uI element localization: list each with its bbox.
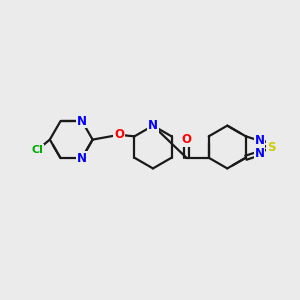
Text: O: O [182,134,191,146]
Text: S: S [267,140,275,154]
Text: N: N [255,134,265,147]
Text: N: N [255,147,265,160]
Text: N: N [77,152,87,165]
Text: N: N [148,119,158,132]
Text: Cl: Cl [32,145,43,155]
Text: O: O [114,128,124,141]
Text: N: N [77,115,87,128]
